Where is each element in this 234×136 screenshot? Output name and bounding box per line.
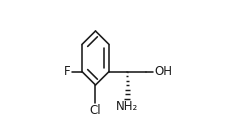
Text: F: F — [64, 65, 70, 78]
Text: OH: OH — [154, 65, 172, 78]
Text: NH₂: NH₂ — [116, 100, 139, 113]
Text: Cl: Cl — [90, 104, 101, 118]
